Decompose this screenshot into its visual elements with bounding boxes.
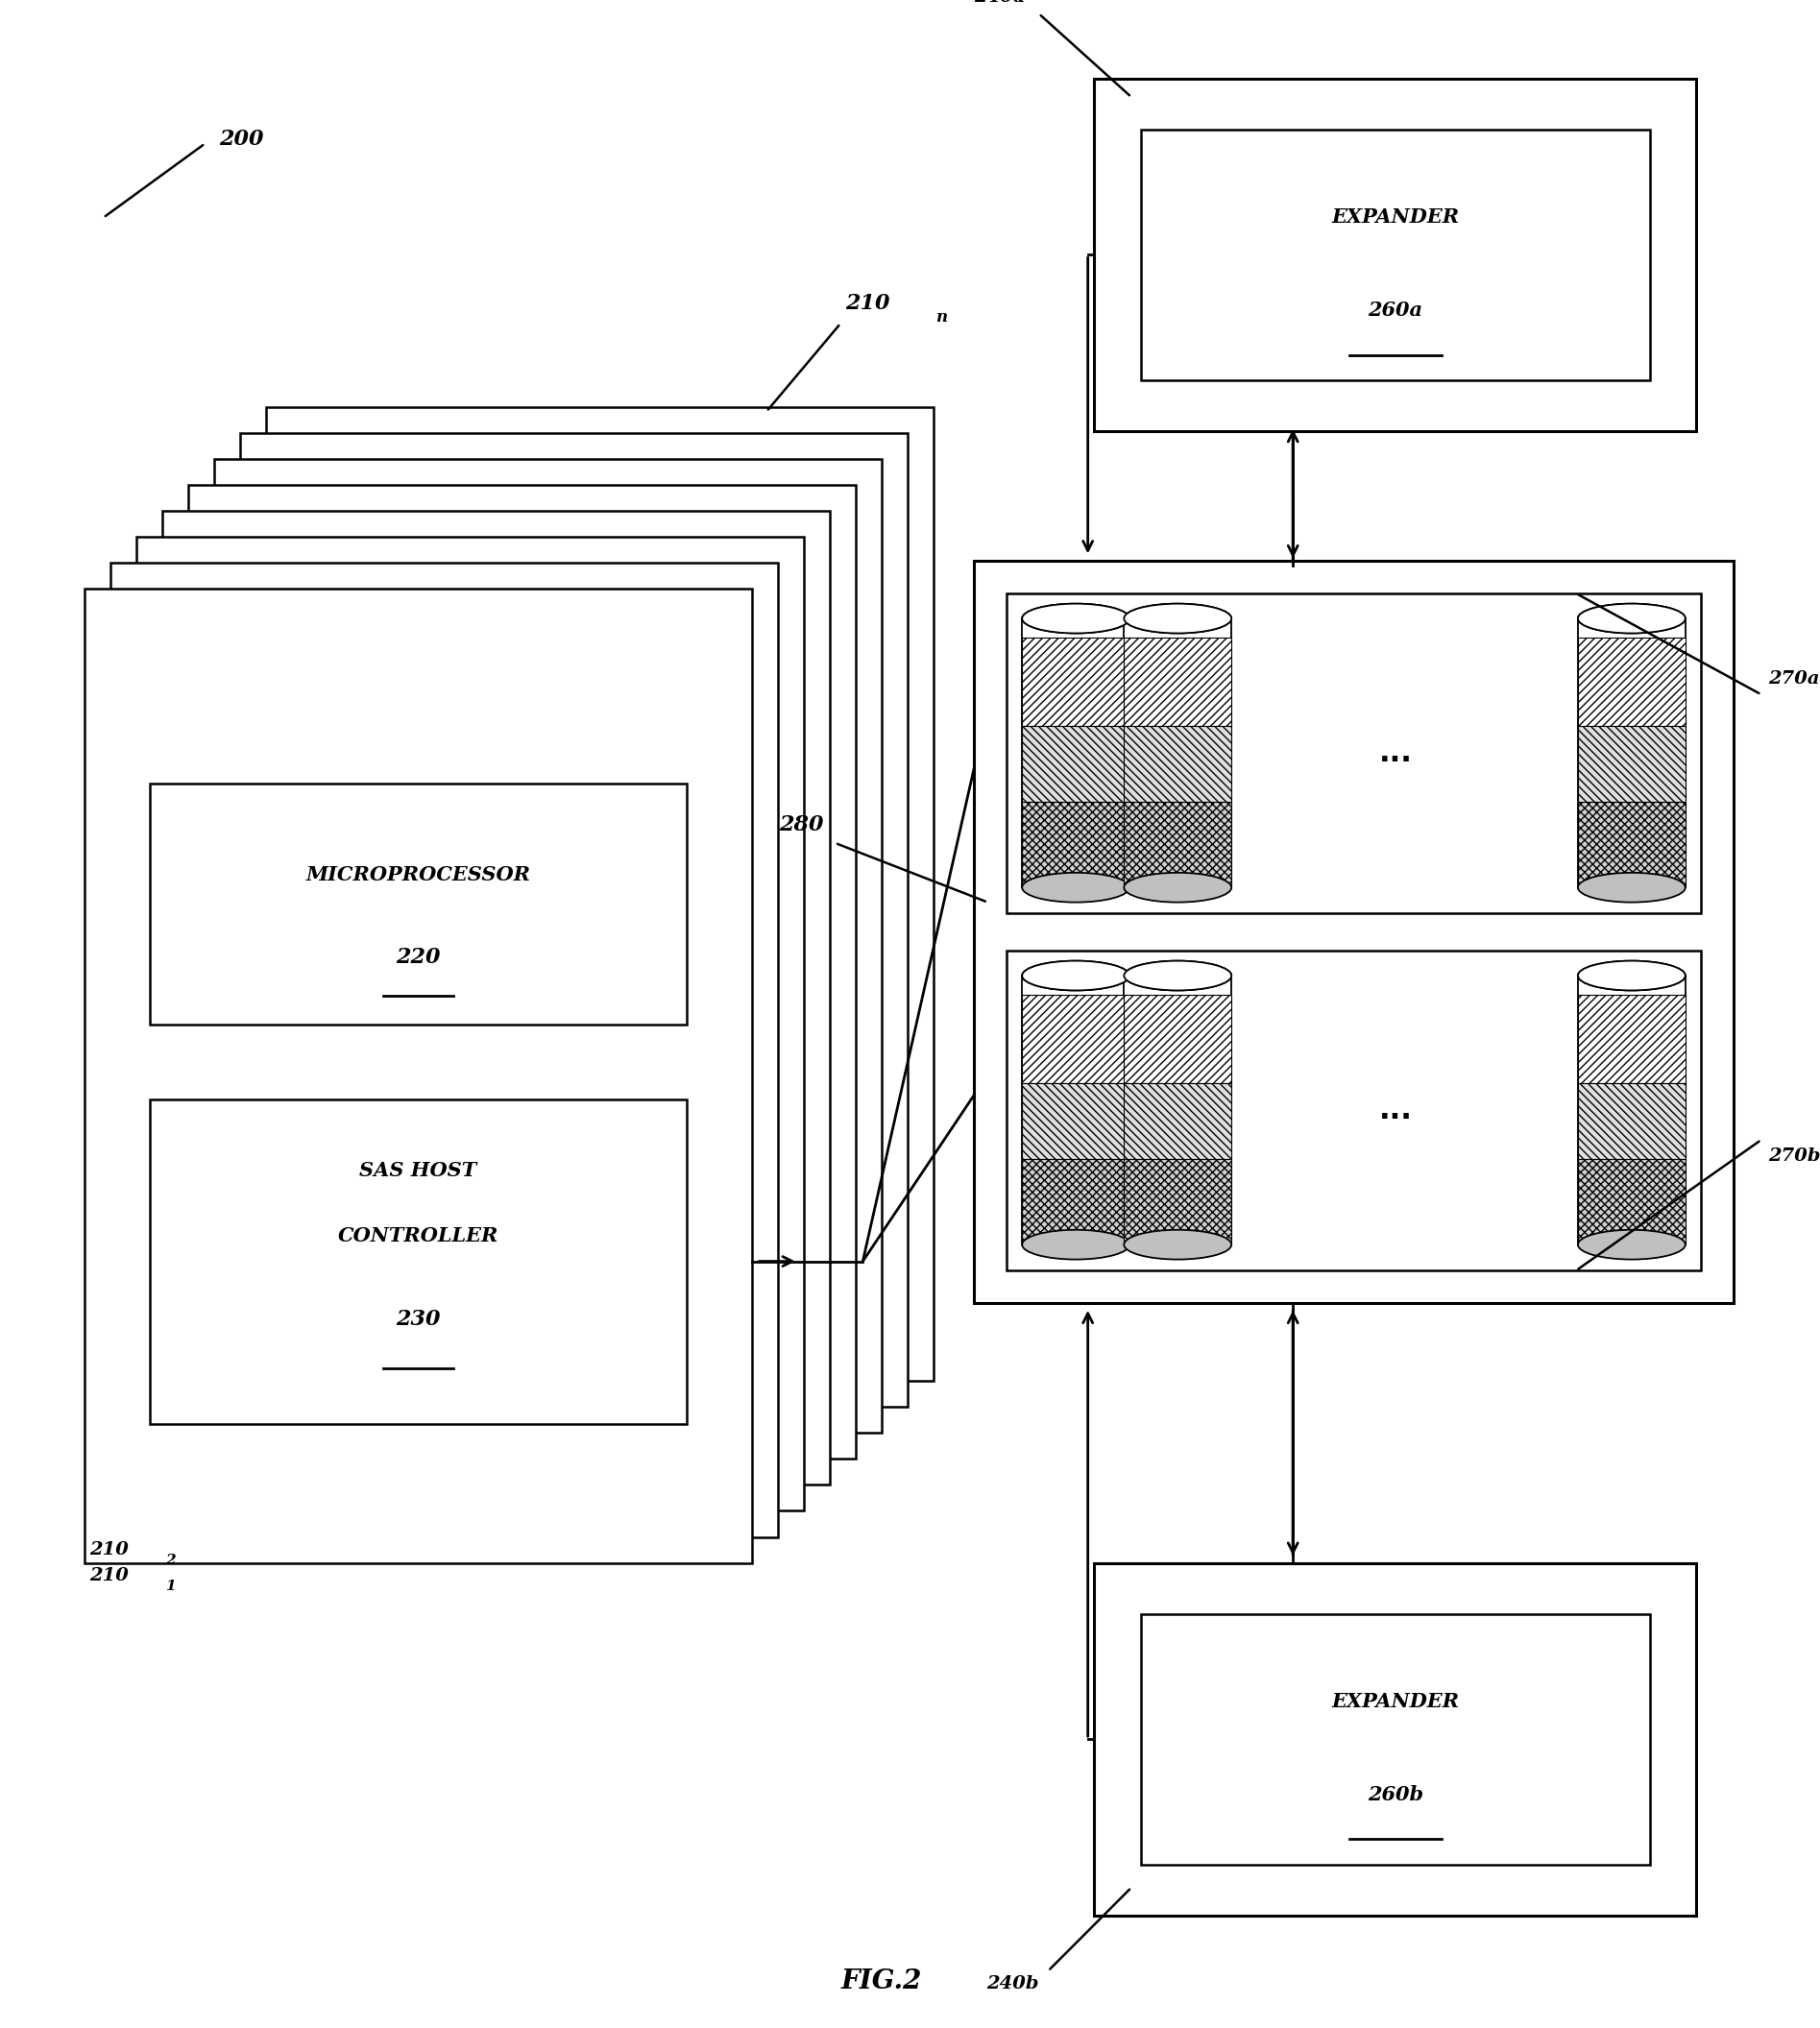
Bar: [111, 564, 777, 1537]
Bar: [1023, 726, 1130, 801]
Text: ...: ...: [1378, 738, 1412, 767]
Bar: [1125, 994, 1232, 1083]
Ellipse shape: [1578, 961, 1685, 990]
Text: 200: 200: [218, 128, 264, 150]
Bar: [1578, 994, 1685, 1083]
Bar: [1578, 801, 1685, 888]
Bar: [1125, 975, 1232, 1245]
Bar: [240, 432, 906, 1407]
Text: FIG.2: FIG.2: [841, 1969, 921, 1994]
Text: EXPANDER: EXPANDER: [1332, 1691, 1460, 1712]
Ellipse shape: [1578, 872, 1685, 902]
Ellipse shape: [1125, 872, 1232, 902]
Bar: [1578, 975, 1685, 1245]
Bar: [1125, 637, 1232, 726]
Bar: [1006, 594, 1702, 913]
Ellipse shape: [1578, 604, 1685, 633]
Bar: [1023, 975, 1130, 1245]
Text: 210: 210: [89, 1568, 129, 1584]
Bar: [149, 783, 686, 1024]
Ellipse shape: [1023, 604, 1130, 633]
Ellipse shape: [1125, 604, 1232, 633]
Bar: [1023, 637, 1130, 726]
Ellipse shape: [1023, 1229, 1130, 1259]
Text: 1: 1: [166, 1580, 175, 1592]
Bar: [215, 458, 881, 1434]
Text: 270a: 270a: [1769, 669, 1820, 687]
Text: 210: 210: [844, 294, 890, 314]
Text: 240b: 240b: [986, 1975, 1039, 1994]
Ellipse shape: [1023, 604, 1130, 633]
Ellipse shape: [1578, 961, 1685, 990]
Text: SAS HOST: SAS HOST: [360, 1160, 477, 1180]
Bar: [1023, 1158, 1130, 1245]
Bar: [1125, 726, 1232, 801]
Ellipse shape: [1125, 604, 1232, 633]
Bar: [974, 562, 1733, 1304]
Bar: [1125, 801, 1232, 888]
Text: 210: 210: [89, 1541, 129, 1560]
Text: 270b: 270b: [1769, 1148, 1820, 1164]
Ellipse shape: [1125, 1229, 1232, 1259]
Bar: [1023, 994, 1130, 1083]
Bar: [1141, 130, 1651, 379]
Ellipse shape: [1023, 872, 1130, 902]
Text: CONTROLLER: CONTROLLER: [339, 1225, 499, 1245]
Bar: [1023, 801, 1130, 888]
Ellipse shape: [1023, 961, 1130, 990]
Ellipse shape: [1023, 961, 1130, 990]
Bar: [1094, 1564, 1696, 1914]
Bar: [1141, 1614, 1651, 1864]
Bar: [86, 588, 752, 1564]
Text: 280: 280: [779, 815, 824, 836]
Text: n: n: [935, 308, 948, 324]
Bar: [1023, 619, 1130, 888]
Bar: [1094, 79, 1696, 432]
Text: MICROPROCESSOR: MICROPROCESSOR: [306, 866, 531, 884]
Text: 2: 2: [166, 1553, 175, 1568]
Bar: [149, 1099, 686, 1424]
Bar: [1578, 1083, 1685, 1158]
Bar: [1023, 1083, 1130, 1158]
Text: 260b: 260b: [1367, 1785, 1423, 1803]
Text: 260a: 260a: [1369, 300, 1423, 320]
Ellipse shape: [1125, 961, 1232, 990]
Bar: [1578, 726, 1685, 801]
Ellipse shape: [1125, 961, 1232, 990]
Ellipse shape: [1578, 1229, 1685, 1259]
Bar: [1125, 1158, 1232, 1245]
Bar: [1125, 1083, 1232, 1158]
Ellipse shape: [1578, 604, 1685, 633]
Bar: [162, 511, 830, 1484]
Bar: [1578, 637, 1685, 726]
Bar: [136, 537, 803, 1511]
Bar: [1578, 1158, 1685, 1245]
Text: 220: 220: [395, 947, 440, 967]
Bar: [189, 485, 855, 1458]
Bar: [266, 408, 934, 1381]
Text: 230: 230: [395, 1310, 440, 1330]
Bar: [1578, 619, 1685, 888]
Text: ...: ...: [1378, 1097, 1412, 1124]
Bar: [1006, 951, 1702, 1272]
Text: 240a: 240a: [974, 0, 1025, 6]
Text: EXPANDER: EXPANDER: [1332, 207, 1460, 227]
Bar: [1125, 619, 1232, 888]
